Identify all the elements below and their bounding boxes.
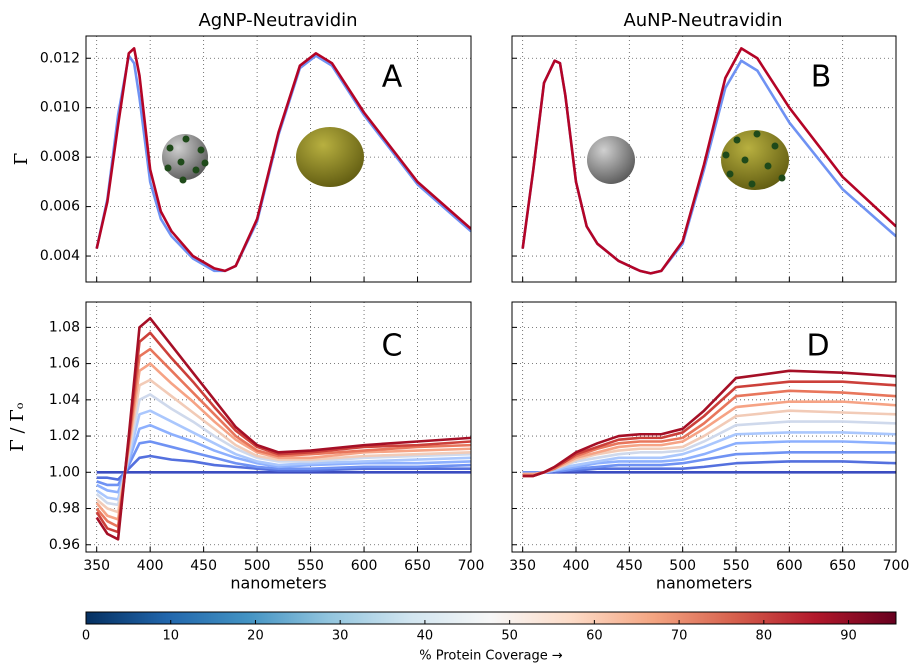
x-tick-label: 600 (776, 558, 803, 574)
series-line (521, 59, 896, 275)
series-line (522, 369, 896, 478)
y-tick-label: 0.006 (40, 199, 80, 215)
x-tick-label: 500 (669, 558, 696, 574)
x-tick-label: 450 (616, 558, 643, 574)
x-tick-label: 650 (404, 558, 431, 574)
panel-title: AuNP-Neutravidin (623, 10, 782, 31)
x-tick-label: 600 (351, 558, 378, 574)
x-tick-label: 450 (190, 558, 217, 574)
x-tick-label: 500 (244, 558, 271, 574)
colorbar (85, 611, 897, 625)
y-tick-label: 0.98 (49, 501, 80, 517)
panel-letter: B (811, 60, 832, 95)
y-tick-label: 0.004 (40, 248, 80, 264)
panel-title: AgNP-Neutravidin (198, 10, 357, 31)
colorbar-tick-label: 40 (417, 629, 434, 644)
x-tick-label: 400 (563, 558, 590, 574)
x-tick-label: 350 (509, 558, 536, 574)
icon-ag-coated (162, 134, 209, 184)
x-tick-label: 350 (83, 558, 110, 574)
x-tick-label: 700 (883, 558, 910, 574)
series-line (521, 47, 896, 275)
panel-letter: A (382, 60, 403, 95)
colorbar-tick-label: 70 (671, 629, 688, 644)
icon-ag (587, 136, 635, 184)
y-tick-label: 0.010 (40, 100, 80, 116)
colorbar-tick-label: 10 (162, 629, 179, 644)
plot-frame (511, 301, 897, 553)
series-line (95, 331, 471, 534)
plot-frame (85, 301, 472, 553)
y-tick-label: 0.96 (49, 537, 80, 553)
icon-au-coated (721, 130, 789, 190)
colorbar-tick-label: 80 (756, 629, 773, 644)
y-tick-label: 1.06 (49, 356, 80, 372)
y-axis-label: Γ / Γₒ (7, 402, 28, 451)
y-tick-label: 0.012 (40, 50, 80, 66)
colorbar-label: % Protein Coverage → (419, 649, 563, 664)
panel-letter: D (806, 329, 829, 364)
colorbar-tick-label: 90 (840, 629, 857, 644)
colorbar-tick-label: 50 (501, 629, 518, 644)
x-tick-label: 650 (829, 558, 856, 574)
series-line (95, 47, 471, 273)
plot-frame (511, 35, 897, 283)
x-tick-label: 550 (297, 558, 324, 574)
x-tick-label: 700 (458, 558, 485, 574)
series-line (95, 347, 471, 528)
colorbar-tick-label: 60 (586, 629, 603, 644)
series-line (95, 54, 471, 273)
icon-au (296, 127, 364, 187)
y-axis-label: Γ (11, 153, 32, 166)
colorbar-tick-label: 20 (247, 629, 264, 644)
x-tick-label: 550 (723, 558, 750, 574)
series-line (95, 317, 471, 541)
x-axis-label: nanometers (230, 574, 326, 593)
colorbar-tick-label: 30 (332, 629, 349, 644)
panel-letter: C (382, 329, 403, 364)
y-tick-label: 1.04 (49, 392, 80, 408)
x-tick-label: 400 (137, 558, 164, 574)
colorbar-tick-label: 0 (82, 629, 90, 644)
plot-frame (85, 35, 472, 283)
y-tick-label: 1.08 (49, 319, 80, 335)
x-axis-label: nanometers (656, 574, 752, 593)
y-tick-label: 1.02 (49, 428, 80, 444)
y-tick-label: 0.008 (40, 149, 80, 165)
y-tick-label: 1.00 (49, 464, 80, 480)
